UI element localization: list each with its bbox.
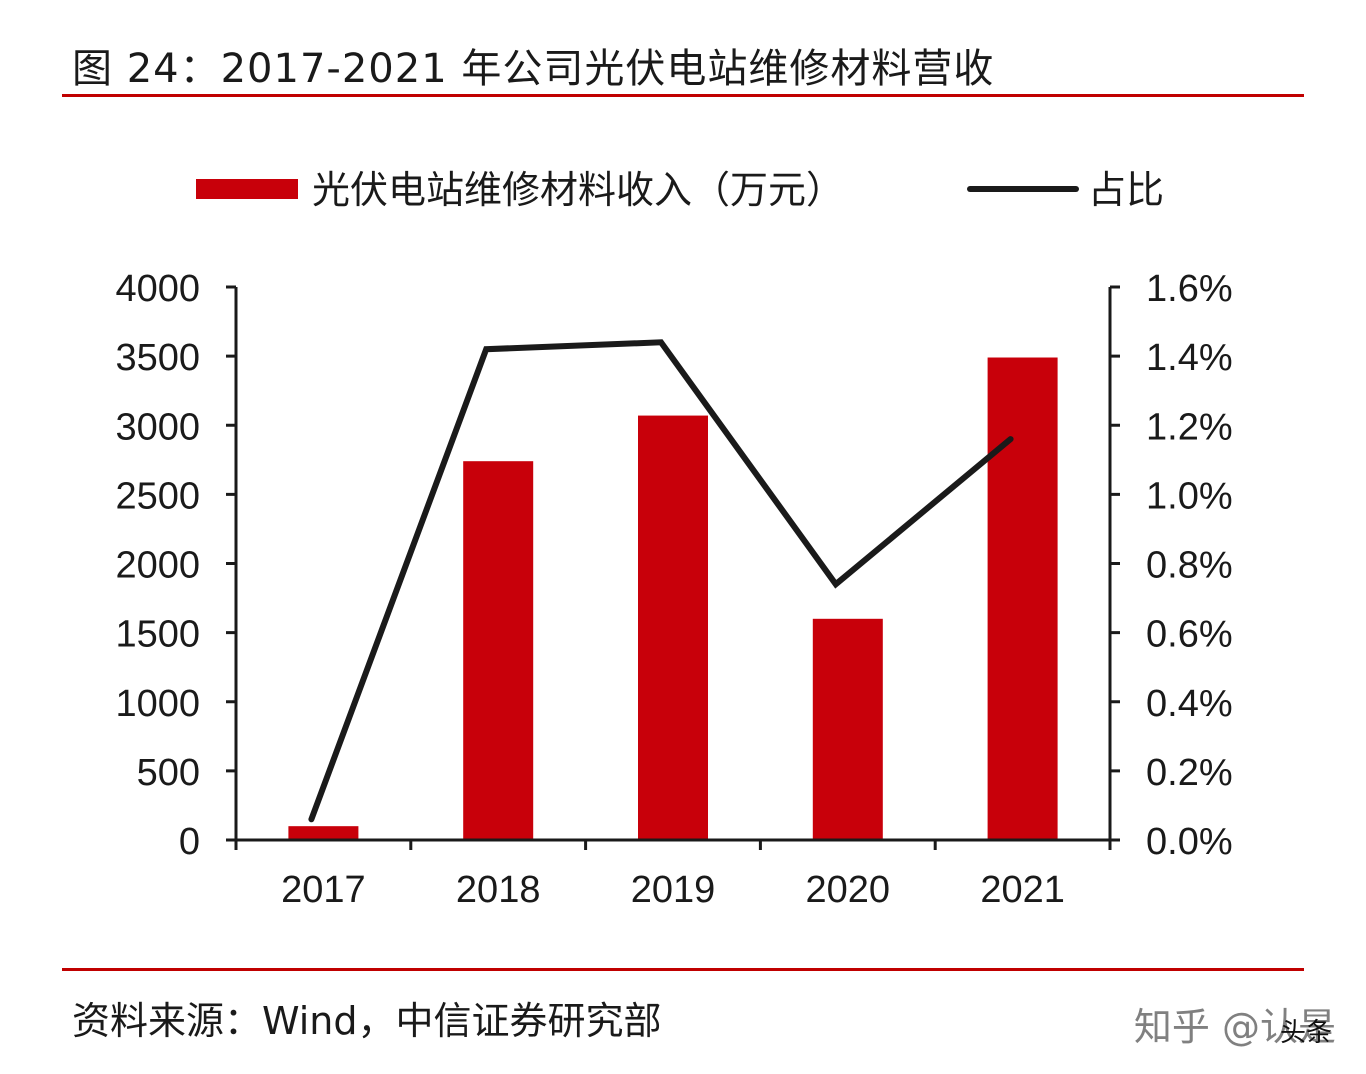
left-tick-label: 1500 (115, 614, 200, 656)
bar-2018 (463, 461, 534, 840)
right-tick-label: 1.0% (1146, 475, 1233, 517)
ratio-point-2018 (485, 348, 487, 350)
bar-2021 (987, 357, 1058, 840)
left-tick-label: 4000 (115, 268, 200, 310)
left-tick-label: 3500 (115, 337, 200, 379)
source-divider (62, 968, 1304, 971)
ratio-point-2020 (835, 583, 837, 585)
source-note: 资料来源：Wind，中信证券研究部 (72, 999, 662, 1043)
watermark-sub: 头条 (1279, 1018, 1332, 1048)
right-tick-label: 1.4% (1146, 337, 1233, 379)
figure-title: 图 24：2017-2021 年公司光伏电站维修材料营收 (72, 46, 995, 92)
bar-series (288, 357, 1058, 840)
ratio-point-2021 (1010, 438, 1012, 440)
left-tick-label: 3000 (115, 406, 200, 448)
x-tick-label: 2018 (456, 869, 541, 911)
right-tick-label: 1.2% (1146, 406, 1233, 448)
left-tick-label: 500 (137, 752, 200, 794)
line-series (308, 339, 1014, 823)
right-tick-label: 0.4% (1146, 683, 1233, 725)
x-tick-label: 2020 (806, 869, 891, 911)
x-tick-label: 2021 (980, 869, 1065, 911)
left-tick-label: 0 (179, 821, 200, 863)
x-tick-label: 2019 (631, 869, 716, 911)
bar-2020 (812, 618, 883, 840)
right-tick-label: 0.8% (1146, 545, 1233, 587)
legend: 光伏电站维修材料收入（万元） 占比 (196, 168, 1164, 212)
axes: 0 500 1000 1500 2000 2500 3000 3500 4000 0.0% 0.2%… (115, 268, 1232, 911)
legend-line-label: 占比 (1088, 168, 1164, 212)
title-divider (62, 94, 1304, 97)
x-tick-label: 2017 (281, 869, 366, 911)
watermark: 知乎 @认是 (1133, 1005, 1336, 1049)
bar-2017 (288, 826, 359, 840)
bar-2019 (638, 415, 708, 840)
right-tick-label: 0.2% (1146, 752, 1233, 794)
right-tick-label: 0.0% (1146, 821, 1233, 863)
right-tick-label: 0.6% (1146, 614, 1233, 656)
ratio-point-2017 (310, 818, 312, 820)
left-tick-label: 2000 (115, 545, 200, 587)
ratio-point-2019 (660, 341, 662, 343)
legend-bar-swatch (196, 179, 298, 199)
right-tick-label: 1.6% (1146, 268, 1233, 310)
left-tick-label: 1000 (115, 683, 200, 725)
left-tick-label: 2500 (115, 475, 200, 517)
legend-bar-label: 光伏电站维修材料收入（万元） (312, 168, 844, 212)
